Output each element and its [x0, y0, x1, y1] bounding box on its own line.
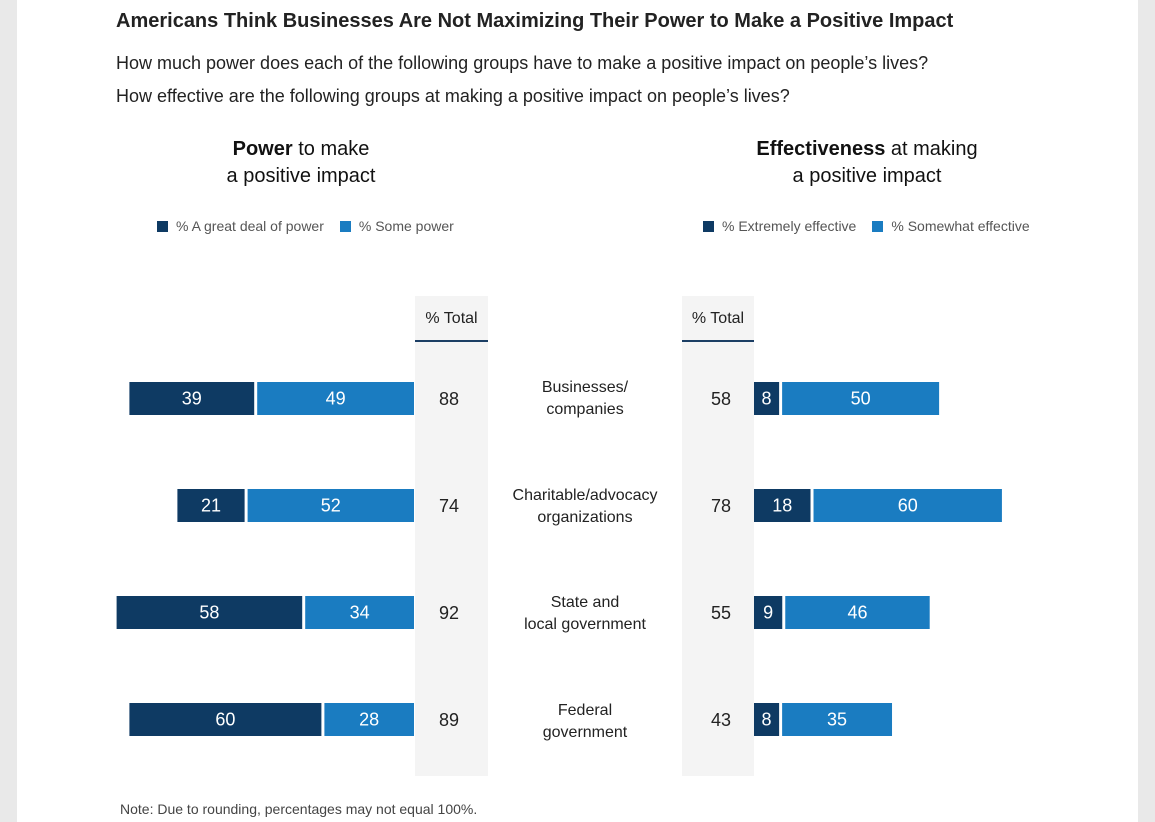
effectiveness-label-somewhat-charitable: 60	[898, 496, 918, 516]
effectiveness-title-bold: Effectiveness	[756, 138, 886, 160]
category-charitable-line2: organizations	[537, 509, 633, 526]
effectiveness-bar-extremely-federal	[754, 703, 780, 736]
effectiveness-label-somewhat-state: 46	[847, 603, 867, 623]
power-bar-some-businesses	[257, 382, 414, 415]
power-bar-some-federal	[324, 703, 414, 736]
power-panel-title: Power to make a positive impact	[151, 136, 451, 190]
effectiveness-label-extremely-charitable: 18	[772, 496, 792, 516]
power-total-column	[415, 296, 488, 776]
power-label-great-deal-charitable: 21	[201, 496, 221, 516]
question-effectiveness: How effective are the following groups a…	[116, 86, 790, 106]
effectiveness-panel-title: Effectiveness at making a positive impac…	[717, 136, 1017, 190]
legend-great-deal: % A great deal of power	[176, 218, 324, 234]
legend-swatch-dark	[157, 220, 168, 232]
power-total-header: % Total	[415, 296, 488, 342]
effectiveness-label-extremely-federal: 8	[762, 710, 772, 730]
effectiveness-title-line2: a positive impact	[792, 165, 942, 187]
power-label-some-state: 34	[350, 603, 370, 623]
effectiveness-total-state: 55	[710, 603, 732, 623]
category-businesses: Businesses/ companies	[485, 377, 685, 421]
category-charitable-line1: Charitable/advocacy	[512, 487, 658, 504]
legend-extremely-effective: % Extremely effective	[722, 218, 857, 234]
power-bar-great-deal-charitable	[177, 489, 245, 522]
category-charitable: Charitable/advocacy organizations	[485, 485, 685, 529]
effectiveness-label-somewhat-federal: 35	[827, 710, 847, 730]
legend-swatch-dark	[703, 220, 714, 232]
power-bar-great-deal-state	[116, 596, 303, 629]
effectiveness-bar-extremely-charitable	[754, 489, 811, 522]
effectiveness-legend: % Extremely effective % Somewhat effecti…	[703, 218, 1030, 234]
power-label-great-deal-state: 58	[199, 603, 219, 623]
effectiveness-bar-somewhat-charitable	[813, 489, 1002, 522]
effectiveness-total-businesses: 58	[710, 389, 732, 409]
category-businesses-line1: Businesses/	[541, 379, 629, 396]
power-label-some-charitable: 52	[321, 496, 341, 516]
effectiveness-bar-somewhat-state	[785, 596, 930, 629]
legend-somewhat-effective: % Somewhat effective	[891, 218, 1030, 234]
effectiveness-total-column	[682, 296, 754, 776]
power-legend: % A great deal of power % Some power	[157, 218, 454, 234]
footnote: Note: Due to rounding, percentages may n…	[120, 801, 478, 817]
effectiveness-bar-somewhat-federal	[782, 703, 893, 736]
legend-swatch-light	[339, 220, 351, 232]
power-bar-some-charitable	[247, 489, 414, 522]
effectiveness-bar-extremely-state	[754, 596, 783, 629]
effectiveness-total-federal: 43	[710, 710, 732, 730]
category-state-line1: State and	[550, 594, 620, 611]
power-total-charitable: 74	[438, 496, 460, 516]
power-bar-some-state	[305, 596, 414, 629]
category-state-line2: local government	[524, 616, 646, 633]
power-total-businesses: 88	[438, 389, 460, 409]
legend-some-power: % Some power	[358, 218, 454, 234]
power-title-bold: Power	[232, 138, 293, 160]
power-bar-great-deal-businesses	[129, 382, 255, 415]
effectiveness-label-extremely-businesses: 8	[762, 389, 772, 409]
power-total-federal: 89	[438, 710, 460, 730]
question-power: How much power does each of the followin…	[116, 53, 929, 73]
effectiveness-label-extremely-state: 9	[763, 603, 773, 623]
effectiveness-label-somewhat-businesses: 50	[851, 389, 871, 409]
power-title-line2: a positive impact	[226, 165, 376, 187]
power-total-state: 92	[438, 603, 460, 623]
legend-swatch-light	[872, 220, 884, 232]
power-label-some-federal: 28	[359, 710, 379, 730]
power-title-rest: to make	[292, 138, 370, 160]
effectiveness-bar-extremely-businesses	[754, 382, 780, 415]
category-state: State and local government	[485, 592, 685, 636]
power-label-great-deal-businesses: 39	[182, 389, 202, 409]
category-federal: Federal government	[485, 700, 685, 744]
power-label-some-businesses: 49	[326, 389, 346, 409]
chart-title: Americans Think Businesses Are Not Maxim…	[116, 10, 954, 32]
power-label-great-deal-federal: 60	[215, 710, 235, 730]
effectiveness-title-rest: at making	[885, 138, 978, 160]
category-federal-line2: government	[542, 724, 628, 741]
effectiveness-total-header: % Total	[682, 296, 754, 342]
power-bar-great-deal-federal	[129, 703, 322, 736]
effectiveness-total-charitable: 78	[710, 496, 732, 516]
category-businesses-line2: companies	[546, 401, 624, 418]
category-federal-line1: Federal	[557, 702, 613, 719]
effectiveness-bar-somewhat-businesses	[782, 382, 940, 415]
